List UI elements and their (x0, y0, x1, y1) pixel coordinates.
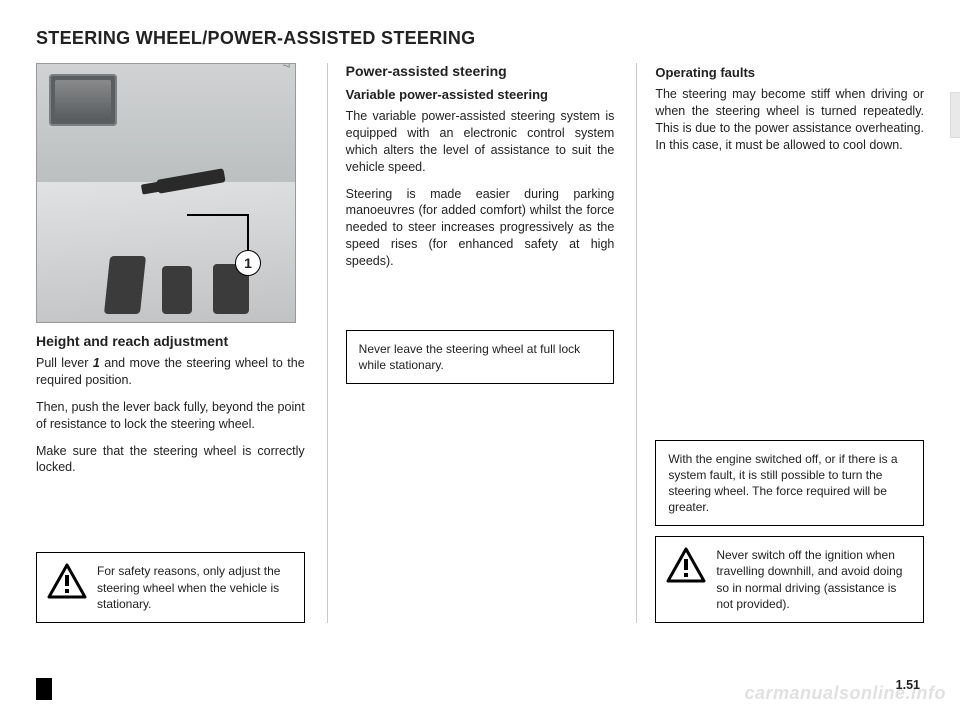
col2-heading: Power-assisted steering (346, 63, 615, 79)
callout-1-label: 1 (244, 255, 252, 271)
col3-note-text: With the engine switched off, or if ther… (668, 452, 897, 515)
col2-note-box: Never leave the steering wheel at full l… (346, 330, 615, 384)
col1-p1: Pull lever 1 and move the steering wheel… (36, 355, 305, 389)
col1-p2: Then, push the lever back fully, beyond … (36, 399, 305, 433)
callout-1: 1 (235, 250, 261, 276)
warning-icon (47, 563, 87, 603)
column-3: Operating faults The steering may become… (636, 63, 924, 623)
warning-icon (666, 547, 706, 587)
manual-page: STEERING WHEEL/POWER-ASSISTED STEERING 2… (0, 0, 960, 710)
watermark: carmanualsonline.info (744, 683, 946, 704)
col1-heading: Height and reach adjustment (36, 333, 305, 349)
col1-warning-text: For safety reasons, only adjust the stee… (97, 563, 294, 612)
figure-steering-lever: 28457 1 (36, 63, 296, 323)
col1-warning-box: For safety reasons, only adjust the stee… (36, 552, 305, 623)
col2-p1: The variable power-assisted steering sys… (346, 108, 615, 176)
col2-p2: Steering is made easier during parking m… (346, 186, 615, 270)
corner-tab (36, 678, 52, 700)
col3-heading: Operating faults (655, 65, 924, 80)
col3-warning-text: Never switch off the ignition when trave… (716, 547, 913, 612)
content-columns: 28457 1 Height and reach adjustment Pull… (36, 63, 924, 623)
column-2: Power-assisted steering Variable power-a… (327, 63, 615, 623)
column-1: 28457 1 Height and reach adjustment Pull… (36, 63, 305, 623)
thumb-tab (950, 92, 960, 138)
col3-p1: The steering may become stiff when drivi… (655, 86, 924, 154)
figure-ref-number: 28457 (281, 63, 291, 68)
page-title: STEERING WHEEL/POWER-ASSISTED STEERING (36, 28, 924, 49)
col2-note-text: Never leave the steering wheel at full l… (359, 342, 580, 372)
col1-p3: Make sure that the steering wheel is cor… (36, 443, 305, 477)
col3-warning-box: Never switch off the ignition when trave… (655, 536, 924, 623)
col2-subheading: Variable power-assisted steering (346, 87, 615, 102)
col3-note-box: With the engine switched off, or if ther… (655, 440, 924, 527)
